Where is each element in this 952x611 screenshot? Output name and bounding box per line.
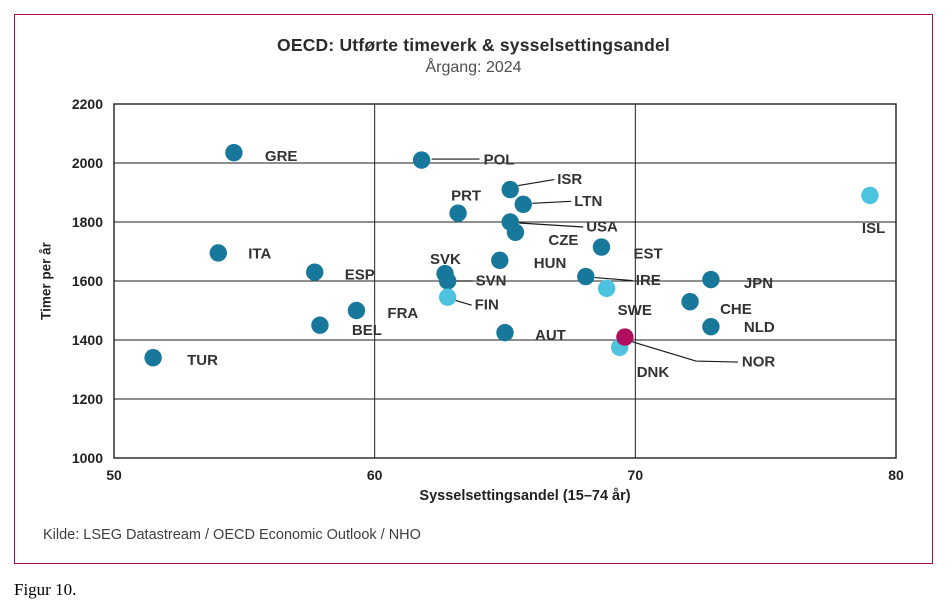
chart-title: OECD: Utførte timeverk & sysselsettingsa… — [277, 35, 670, 55]
x-axis-label: Sysselsettingsandel (15–74 år) — [419, 488, 630, 504]
data-point-tur — [144, 349, 162, 367]
x-tick-label: 80 — [888, 467, 904, 483]
point-label-ire: IRE — [636, 272, 661, 289]
data-point-isl — [861, 186, 879, 205]
point-label-hun: HUN — [534, 255, 567, 272]
data-point-ita — [209, 244, 227, 262]
data-point-cze — [506, 223, 525, 242]
y-axis-label: Timer per år — [39, 241, 54, 320]
y-tick-label: 2000 — [72, 155, 103, 171]
x-tick-label: 50 — [106, 467, 122, 483]
data-point-hun — [491, 251, 509, 270]
data-point-che — [681, 292, 699, 311]
data-point-swe — [597, 279, 616, 298]
point-label-nld: NLD — [744, 319, 775, 336]
data-point-ire — [577, 267, 595, 286]
data-point-gre — [225, 143, 243, 162]
data-point-svn — [438, 272, 457, 290]
point-label-gre: GRE — [265, 148, 298, 165]
leader-line-nor — [629, 340, 738, 363]
data-point-nld — [702, 318, 720, 336]
plot-border — [113, 103, 897, 459]
leader-line-fin — [454, 299, 472, 306]
point-label-usa: USA — [586, 219, 618, 236]
point-label-pol: POL — [484, 152, 515, 169]
data-point-pol — [412, 151, 431, 169]
data-point-nor — [616, 328, 634, 346]
y-tick-label: 1600 — [72, 273, 103, 289]
point-label-ltn: LTN — [574, 193, 602, 210]
data-point-isr — [501, 180, 519, 199]
chart-frame: OECD: Utførte timeverk & sysselsettingsa… — [14, 14, 933, 564]
point-label-esp: ESP — [345, 267, 375, 284]
y-tick-label: 1200 — [72, 391, 103, 407]
point-label-che: CHE — [720, 301, 752, 318]
data-point-prt — [449, 204, 467, 222]
leader-line-ire — [594, 276, 633, 282]
y-tick-label: 1800 — [72, 214, 103, 230]
point-label-ita: ITA — [248, 245, 271, 262]
data-point-fra — [347, 301, 366, 320]
point-label-svk: SVK — [430, 251, 461, 268]
point-label-fin: FIN — [475, 297, 499, 314]
data-point-est — [592, 238, 611, 256]
data-point-esp — [306, 263, 324, 281]
point-label-cze: CZE — [548, 232, 578, 249]
point-label-swe: SWE — [618, 302, 652, 319]
data-point-jpn — [702, 270, 720, 289]
x-tick-label: 60 — [367, 467, 383, 483]
y-tick-label: 1400 — [72, 332, 103, 348]
point-label-dnk: DNK — [637, 364, 670, 381]
chart-subtitle: Årgang: 2024 — [425, 59, 522, 76]
data-point-ltn — [514, 195, 532, 213]
point-label-svn: SVN — [476, 273, 507, 290]
point-label-isr: ISR — [557, 171, 582, 188]
leader-line-usa — [519, 222, 584, 228]
y-tick-label: 2200 — [72, 96, 103, 112]
point-label-nor: NOR — [742, 354, 776, 371]
data-point-bel — [311, 316, 329, 334]
point-label-prt: PRT — [451, 188, 481, 205]
data-point-aut — [496, 323, 514, 342]
y-tick-label: 1000 — [72, 450, 103, 466]
leader-line-ltn — [532, 200, 572, 204]
point-label-fra: FRA — [387, 305, 418, 322]
point-label-bel: BEL — [352, 322, 382, 339]
point-label-aut: AUT — [535, 327, 566, 344]
data-point-fin — [438, 288, 457, 306]
point-label-jpn: JPN — [744, 275, 773, 292]
point-label-tur: TUR — [187, 352, 218, 369]
leader-line-isr — [518, 178, 555, 187]
point-label-est: EST — [633, 246, 662, 263]
point-label-isl: ISL — [862, 220, 885, 237]
x-tick-label: 70 — [628, 467, 644, 483]
figure-caption: Figur 10. — [14, 580, 77, 599]
source-note: Kilde: LSEG Datastream / OECD Economic O… — [43, 527, 421, 543]
